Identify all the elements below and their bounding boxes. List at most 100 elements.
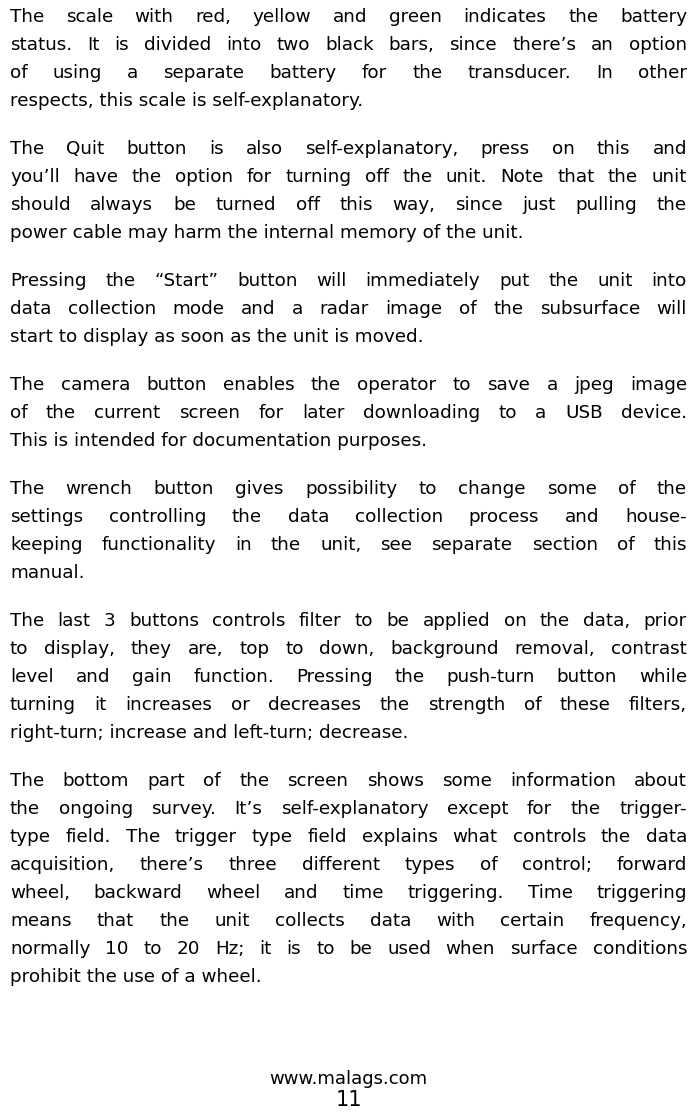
- Text: forward: forward: [617, 856, 687, 874]
- Text: collects: collects: [275, 912, 344, 930]
- Text: unit.: unit.: [445, 168, 487, 186]
- Text: time: time: [342, 884, 384, 902]
- Text: to: to: [452, 376, 471, 394]
- Text: there’s: there’s: [512, 36, 576, 54]
- Text: turned: turned: [215, 196, 276, 214]
- Text: it: it: [94, 696, 107, 714]
- Text: change: change: [458, 480, 526, 498]
- Text: of: of: [10, 64, 28, 82]
- Text: possibility: possibility: [305, 480, 397, 498]
- Text: jpeg: jpeg: [574, 376, 613, 394]
- Text: pulling: pulling: [576, 196, 637, 214]
- Text: function.: function.: [193, 668, 274, 686]
- Text: are,: are,: [187, 641, 223, 658]
- Text: Note: Note: [500, 168, 544, 186]
- Text: they: they: [131, 641, 172, 658]
- Text: downloading: downloading: [363, 404, 480, 421]
- Text: In: In: [596, 64, 613, 82]
- Text: that: that: [97, 912, 134, 930]
- Text: to: to: [498, 404, 517, 421]
- Text: used: used: [387, 940, 431, 959]
- Text: save: save: [487, 376, 530, 394]
- Text: indicates: indicates: [464, 8, 546, 26]
- Text: data: data: [369, 912, 411, 930]
- Text: the: the: [657, 196, 687, 214]
- Text: battery: battery: [270, 64, 337, 82]
- Text: button: button: [153, 480, 214, 498]
- Text: Time: Time: [528, 884, 573, 902]
- Text: and: and: [565, 508, 599, 526]
- Text: screen: screen: [179, 404, 240, 421]
- Text: image: image: [630, 376, 687, 394]
- Text: green: green: [389, 8, 442, 26]
- Text: prior: prior: [644, 612, 687, 631]
- Text: it: it: [259, 940, 272, 959]
- Text: increases: increases: [125, 696, 212, 714]
- Text: status.: status.: [10, 36, 72, 54]
- Text: except: except: [447, 800, 509, 818]
- Text: contrast: contrast: [611, 641, 687, 658]
- Text: button: button: [146, 376, 206, 394]
- Text: scale: scale: [66, 8, 113, 26]
- Text: 10: 10: [105, 940, 129, 959]
- Text: three: three: [229, 856, 277, 874]
- Text: functionality: functionality: [102, 536, 216, 554]
- Text: USB: USB: [565, 404, 602, 421]
- Text: type: type: [252, 828, 293, 846]
- Text: this: this: [597, 140, 630, 158]
- Text: that: that: [557, 168, 595, 186]
- Text: removal,: removal,: [514, 641, 595, 658]
- Text: these: these: [560, 696, 611, 714]
- Text: turning: turning: [10, 696, 76, 714]
- Text: power cable may harm the internal memory of the unit.: power cable may harm the internal memory…: [10, 224, 523, 242]
- Text: unit: unit: [652, 168, 687, 186]
- Text: you’ll: you’ll: [10, 168, 60, 186]
- Text: the: the: [379, 696, 409, 714]
- Text: wheel: wheel: [206, 884, 261, 902]
- Text: or: or: [231, 696, 250, 714]
- Text: trigger: trigger: [175, 828, 237, 846]
- Text: The: The: [10, 8, 44, 26]
- Text: of: of: [480, 856, 498, 874]
- Text: separate: separate: [164, 64, 245, 82]
- Text: It’s: It’s: [235, 800, 263, 818]
- Text: what: what: [452, 828, 498, 846]
- Text: immediately: immediately: [366, 272, 480, 290]
- Text: operator: operator: [357, 376, 436, 394]
- Text: since: since: [455, 196, 503, 214]
- Text: option: option: [175, 168, 233, 186]
- Text: separate: separate: [431, 536, 512, 554]
- Text: camera: camera: [61, 376, 130, 394]
- Text: controlling: controlling: [109, 508, 206, 526]
- Text: there’s: there’s: [140, 856, 204, 874]
- Text: on: on: [552, 140, 575, 158]
- Text: of: of: [204, 772, 221, 790]
- Text: using: using: [53, 64, 102, 82]
- Text: Pressing: Pressing: [296, 668, 372, 686]
- Text: mode: mode: [173, 300, 224, 318]
- Text: for: for: [247, 168, 272, 186]
- Text: data,: data,: [583, 612, 631, 631]
- Text: This is intended for documentation purposes.: This is intended for documentation purpo…: [10, 431, 427, 450]
- Text: press: press: [481, 140, 530, 158]
- Text: the: the: [105, 272, 135, 290]
- Text: the: the: [549, 272, 579, 290]
- Text: wheel,: wheel,: [10, 884, 70, 902]
- Text: to: to: [144, 940, 162, 959]
- Text: of: of: [617, 536, 634, 554]
- Text: will: will: [657, 300, 687, 318]
- Text: part: part: [147, 772, 185, 790]
- Text: The: The: [10, 772, 44, 790]
- Text: the: the: [402, 168, 432, 186]
- Text: Quit: Quit: [66, 140, 105, 158]
- Text: the: the: [10, 800, 40, 818]
- Text: the: the: [657, 480, 687, 498]
- Text: the: the: [540, 612, 570, 631]
- Text: settings: settings: [10, 508, 83, 526]
- Text: top: top: [239, 641, 269, 658]
- Text: when: when: [445, 940, 496, 959]
- Text: image: image: [385, 300, 443, 318]
- Text: off: off: [296, 196, 320, 214]
- Text: a: a: [292, 300, 303, 318]
- Text: right-turn; increase and left-turn; decrease.: right-turn; increase and left-turn; decr…: [10, 724, 408, 742]
